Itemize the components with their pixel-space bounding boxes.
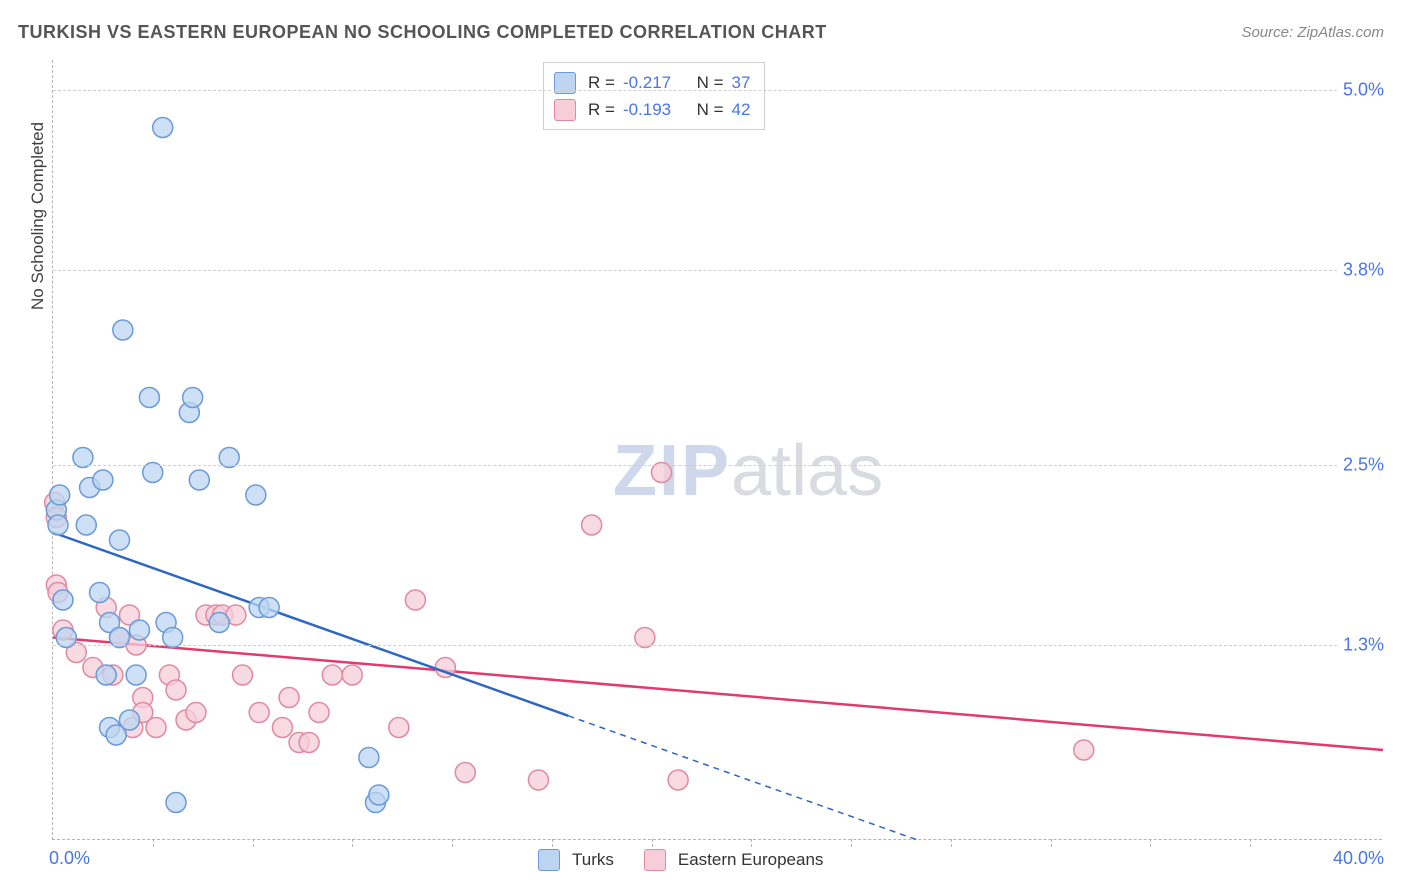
x-tick: [253, 839, 254, 847]
data-point: [96, 665, 116, 685]
data-point: [209, 613, 229, 633]
x-tick-label: 0.0%: [49, 848, 90, 869]
legend-item-turks: Turks: [538, 849, 614, 871]
y-tick-label: 3.8%: [1337, 260, 1384, 281]
data-point: [113, 320, 133, 340]
y-tick-label: 1.3%: [1337, 635, 1384, 656]
data-point: [233, 665, 253, 685]
x-tick: [652, 839, 653, 847]
data-point: [146, 718, 166, 738]
x-tick: [452, 839, 453, 847]
data-point: [342, 665, 362, 685]
data-point: [183, 388, 203, 408]
data-point: [272, 718, 292, 738]
x-tick-label: 40.0%: [1333, 848, 1384, 869]
data-point: [369, 785, 389, 805]
trend-line: [53, 638, 1383, 751]
data-point: [1074, 740, 1094, 760]
data-point: [299, 733, 319, 753]
gridline: [53, 270, 1382, 271]
legend-item-eastern: Eastern Europeans: [644, 849, 824, 871]
x-tick: [1250, 839, 1251, 847]
data-point: [582, 515, 602, 535]
source-label: Source: ZipAtlas.com: [1241, 24, 1384, 41]
data-point: [389, 718, 409, 738]
x-tick: [153, 839, 154, 847]
data-point: [90, 583, 110, 603]
data-point: [455, 763, 475, 783]
data-point: [50, 485, 70, 505]
data-point: [139, 388, 159, 408]
data-point: [259, 598, 279, 618]
x-tick: [851, 839, 852, 847]
data-point: [126, 665, 146, 685]
data-point: [129, 620, 149, 640]
x-tick: [352, 839, 353, 847]
data-point: [528, 770, 548, 790]
data-point: [405, 590, 425, 610]
gridline: [53, 465, 1382, 466]
plot-svg: [53, 60, 1382, 839]
data-point: [322, 665, 342, 685]
chart-container: TURKISH VS EASTERN EUROPEAN NO SCHOOLING…: [0, 0, 1406, 892]
data-point: [48, 515, 68, 535]
gridline: [53, 645, 1382, 646]
chart-title: TURKISH VS EASTERN EUROPEAN NO SCHOOLING…: [18, 22, 827, 43]
data-point: [119, 710, 139, 730]
plot-area: ZIPatlas R = -0.217 N = 37 R = -0.193 N …: [52, 60, 1382, 840]
swatch-turks-icon: [538, 849, 560, 871]
data-point: [93, 470, 113, 490]
gridline: [53, 90, 1382, 91]
y-axis-title: No Schooling Completed: [28, 122, 48, 310]
data-point: [110, 530, 130, 550]
series-legend: Turks Eastern Europeans: [538, 849, 843, 871]
y-tick-label: 5.0%: [1337, 80, 1384, 101]
swatch-eastern-icon: [644, 849, 666, 871]
data-point: [189, 470, 209, 490]
data-point: [279, 688, 299, 708]
data-point: [186, 703, 206, 723]
y-tick-label: 2.5%: [1337, 455, 1384, 476]
x-tick: [1051, 839, 1052, 847]
data-point: [76, 515, 96, 535]
x-tick: [552, 839, 553, 847]
data-point: [309, 703, 329, 723]
data-point: [166, 793, 186, 813]
data-point: [249, 703, 269, 723]
data-point: [53, 590, 73, 610]
data-point: [153, 118, 173, 138]
data-point: [668, 770, 688, 790]
x-tick: [1150, 839, 1151, 847]
trend-line-dashed: [568, 716, 917, 840]
legend-label-eastern: Eastern Europeans: [678, 850, 824, 870]
data-point: [246, 485, 266, 505]
x-tick: [951, 839, 952, 847]
data-point: [166, 680, 186, 700]
x-tick: [751, 839, 752, 847]
data-point: [359, 748, 379, 768]
legend-label-turks: Turks: [572, 850, 614, 870]
